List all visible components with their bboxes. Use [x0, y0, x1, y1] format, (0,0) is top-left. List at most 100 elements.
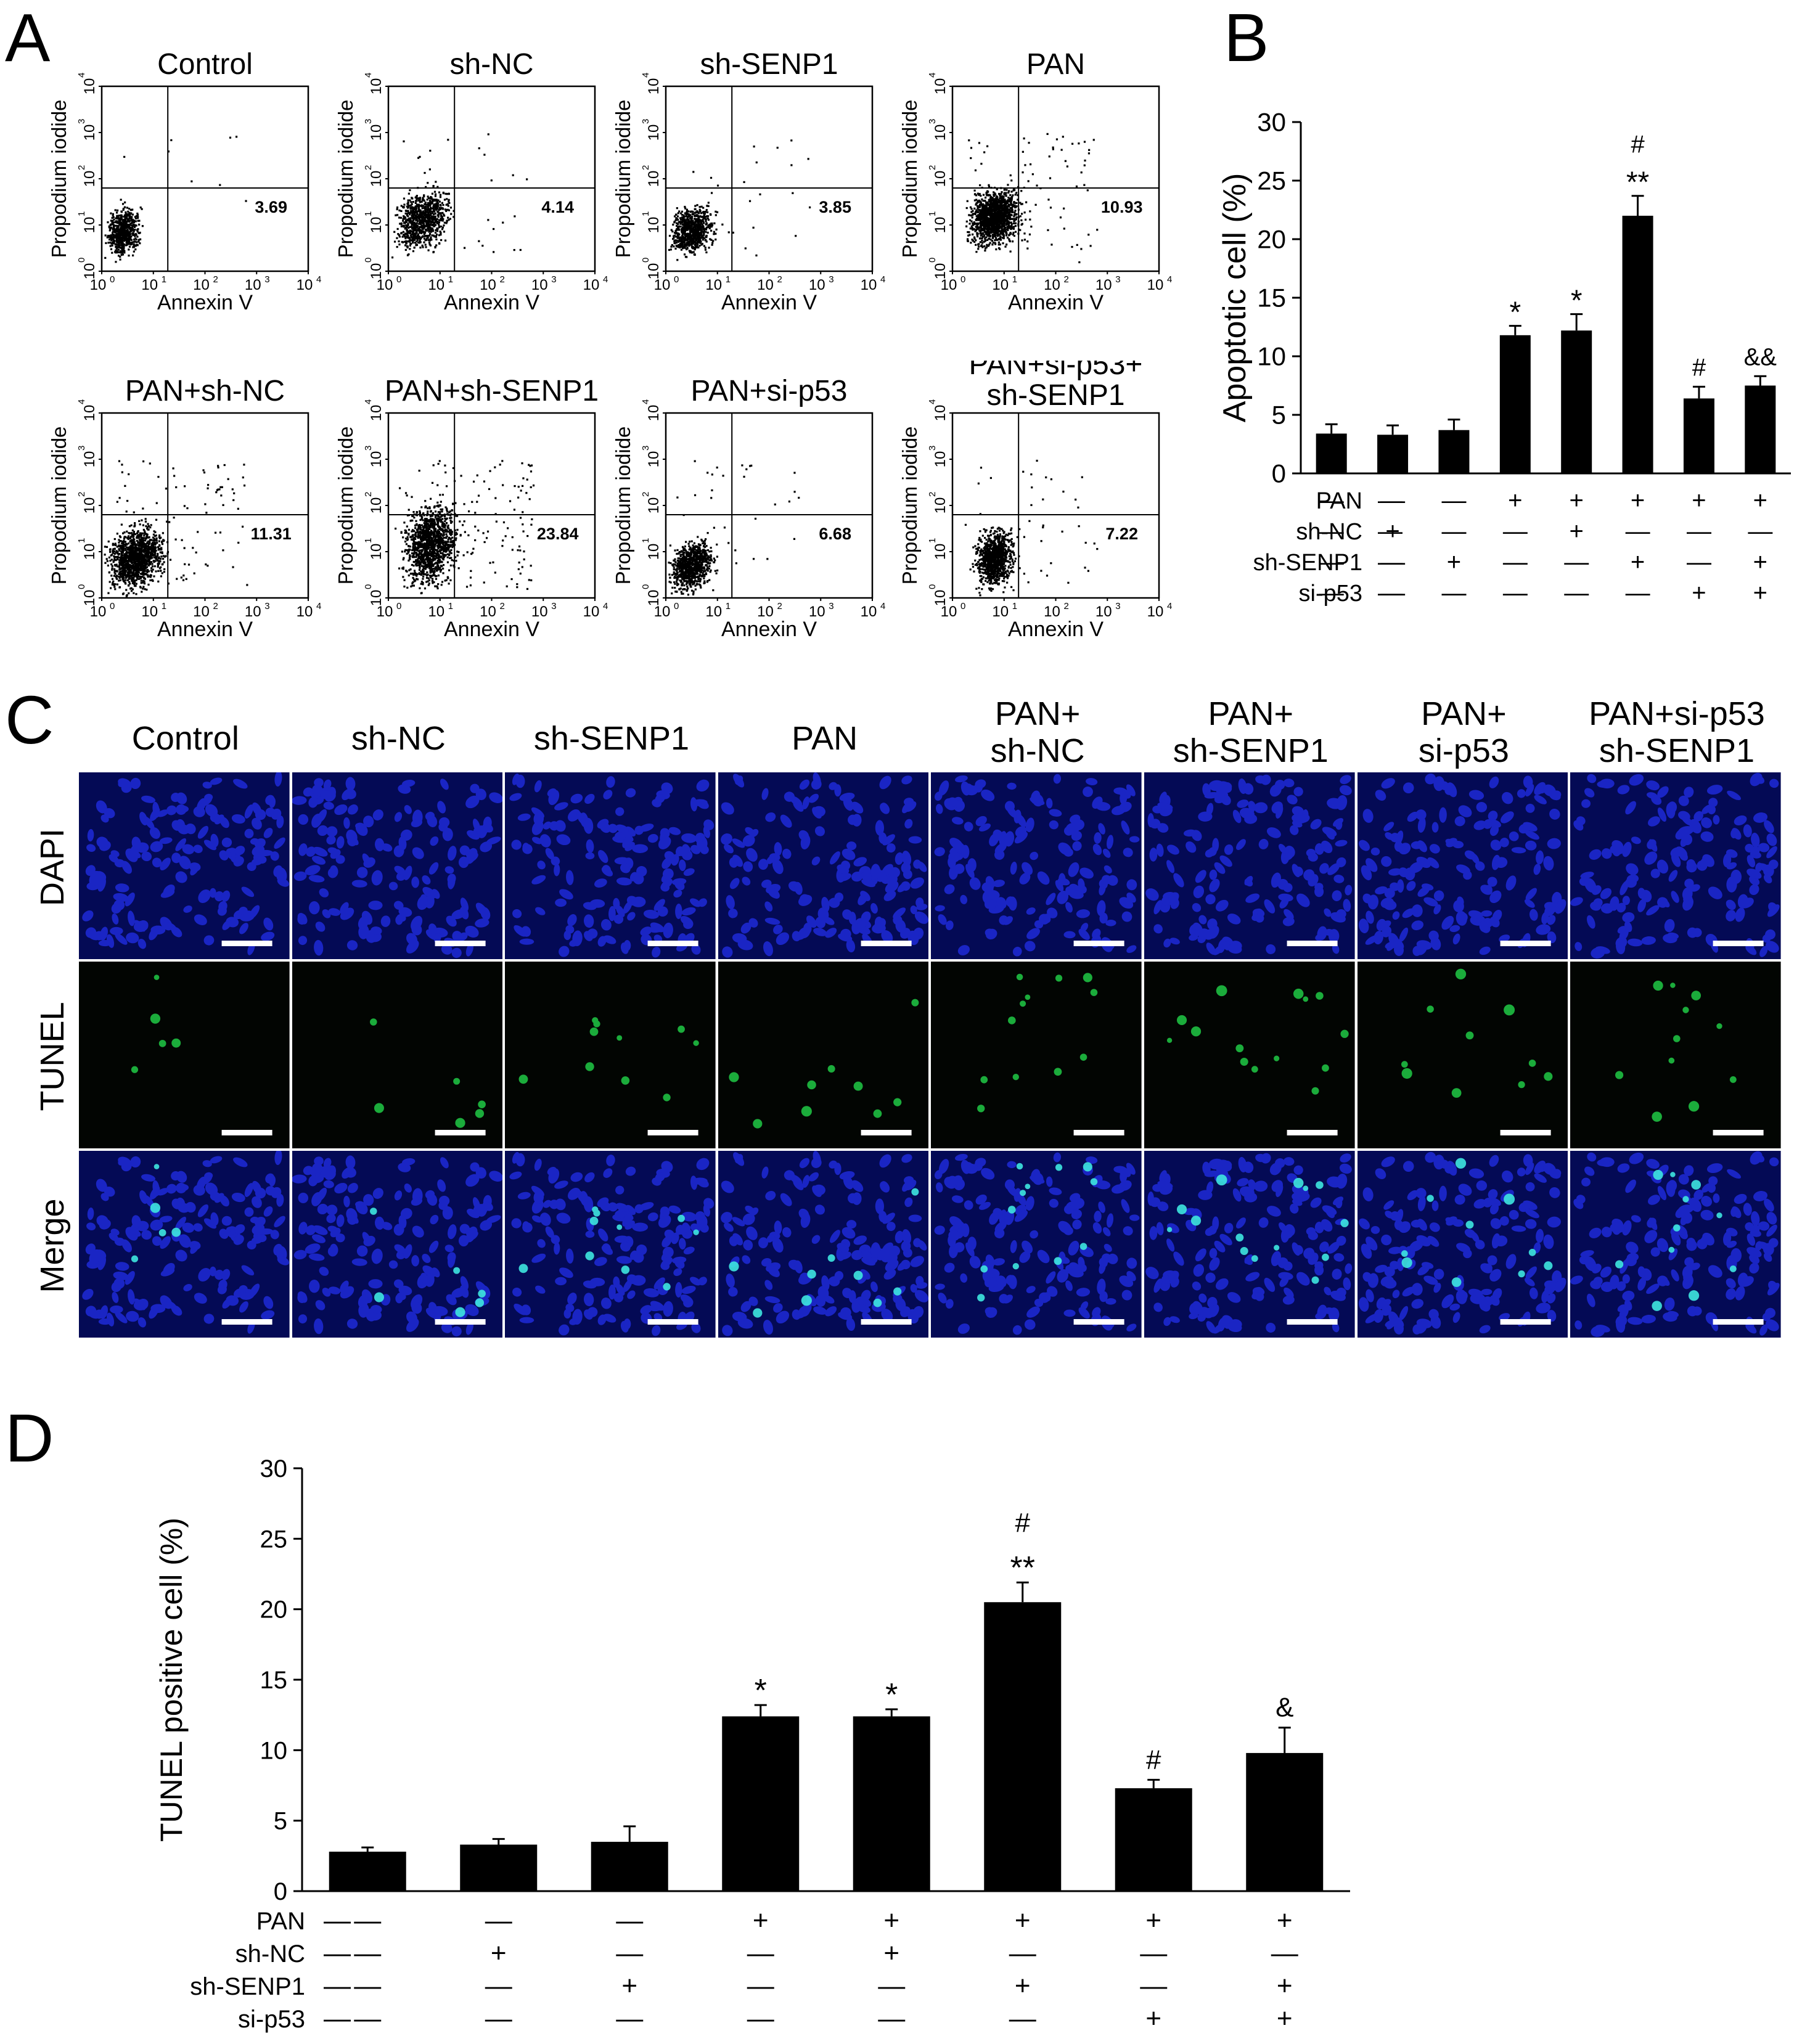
significance-mark: *: [1571, 285, 1583, 317]
flow-x-label: Annexin V: [1008, 291, 1104, 314]
flow-plot-title: Control: [157, 48, 253, 81]
scale-bar: [1500, 941, 1551, 946]
bar: [460, 1844, 538, 1891]
flow-y-label: Propodium iodide: [334, 100, 357, 258]
svg-text:10: 10: [1147, 277, 1164, 293]
flow-y-label: Propodium iodide: [612, 427, 634, 585]
flow-dot-cloud: [104, 136, 247, 263]
row-label: DAPI: [34, 828, 71, 906]
flow-dot-cloud: [965, 133, 1099, 264]
quadrant-value: 23.84: [537, 525, 579, 543]
microscopy-image: [505, 1151, 716, 1338]
treatment-mark: +: [1692, 579, 1706, 607]
y-tick-label: 15: [1257, 284, 1286, 313]
treatment-label: si-p53: [1299, 581, 1363, 607]
bar: [1377, 435, 1409, 473]
flow-plot-frame: [951, 85, 1160, 272]
flow-plot-title: sh-SENP1: [986, 379, 1124, 412]
microscopy-image: [79, 1151, 290, 1338]
treatment-mark: —: [485, 1971, 512, 2001]
microscopy-image: [1570, 1151, 1781, 1338]
column-header: Control: [131, 720, 239, 757]
treatment-mark: —: [1271, 1938, 1298, 1968]
flow-y-label: Propodium iodide: [47, 427, 70, 585]
svg-text:10: 10: [81, 171, 98, 187]
flow-dot-cloud: [668, 460, 800, 596]
svg-text:10: 10: [141, 277, 158, 293]
svg-text:10: 10: [645, 78, 662, 95]
treatment-mark: —: [1380, 579, 1405, 607]
microscopy-image: [292, 1151, 503, 1338]
svg-text:0: 0: [363, 258, 374, 263]
scale-bar: [1073, 1130, 1124, 1135]
treatment-mark: —: [1380, 487, 1405, 514]
flow-dot-cloud: [964, 459, 1099, 597]
flow-x-label: Annexin V: [721, 291, 817, 314]
svg-text:10: 10: [90, 277, 107, 293]
bar: [1561, 330, 1592, 473]
treatment-mark: +: [1145, 1905, 1161, 1936]
scale-bar: [435, 1130, 486, 1135]
bar: [853, 1716, 930, 1891]
quadrant-value: 7.22: [1105, 525, 1138, 543]
microscopy-image: [931, 772, 1142, 959]
panel-label-c: C: [5, 682, 54, 758]
treatment-mark: —: [354, 1905, 381, 1936]
flow-y-label: Propodium iodide: [898, 100, 921, 258]
treatment-mark: —: [324, 1938, 351, 1968]
scale-bar: [221, 1319, 272, 1325]
svg-text:10: 10: [377, 277, 393, 293]
scale-bar: [435, 941, 486, 946]
bar: [1745, 385, 1776, 473]
quadrant-value: 3.69: [255, 198, 287, 216]
svg-text:3: 3: [76, 119, 87, 124]
flow-y-label: Propodium iodide: [898, 427, 921, 585]
column-header: sh-SENP1: [533, 720, 690, 757]
svg-text:4: 4: [927, 73, 938, 78]
microscopy-image: [1570, 772, 1781, 959]
svg-text:10: 10: [368, 217, 385, 234]
svg-text:10: 10: [645, 263, 662, 280]
y-tick-label: 15: [260, 1667, 288, 1694]
treatment-label: sh-NC: [235, 1940, 305, 1968]
treatment-mark: —: [1319, 549, 1344, 576]
scale-bar: [861, 1319, 912, 1325]
svg-text:10: 10: [932, 217, 949, 234]
significance-mark: &: [1276, 1693, 1293, 1723]
svg-text:0: 0: [641, 258, 651, 263]
svg-text:3: 3: [641, 119, 651, 124]
bar: [1438, 430, 1470, 473]
svg-text:10: 10: [861, 277, 877, 293]
scale-bar: [435, 1319, 486, 1325]
bar: [1499, 335, 1531, 473]
flow-dot-cloud: [395, 460, 535, 595]
flow-plot-title: PAN: [1026, 48, 1085, 81]
svg-text:10: 10: [705, 277, 722, 293]
significance-mark: #: [1146, 1744, 1161, 1775]
flow-plot-title: PAN+sh-SENP1: [385, 375, 599, 407]
treatment-mark: +: [1753, 579, 1767, 607]
flow-plot-title: sh-SENP1: [700, 48, 838, 81]
treatment-label: sh-NC: [1296, 519, 1362, 545]
scale-bar: [1713, 941, 1764, 946]
column-header: PAN+ si-p53: [1418, 695, 1509, 769]
treatment-mark: —: [1441, 579, 1466, 607]
treatment-mark: +: [883, 1905, 899, 1936]
svg-text:0: 0: [927, 258, 938, 263]
svg-text:3: 3: [829, 274, 833, 285]
treatment-mark: +: [1631, 549, 1645, 576]
svg-text:4: 4: [1167, 274, 1172, 285]
scale-bar: [647, 1130, 698, 1135]
significance-mark: **: [1010, 1550, 1035, 1586]
treatment-mark: —: [878, 1971, 905, 2001]
microscopy-image: [1357, 1151, 1568, 1338]
significance-mark: *: [755, 1673, 767, 1709]
microscopy-image: [1144, 772, 1355, 959]
bar: [1622, 216, 1653, 473]
svg-text:1: 1: [641, 211, 651, 216]
treatment-mark: —: [324, 1905, 351, 1936]
significance-mark: #: [1692, 354, 1706, 381]
flow-x-label: Annexin V: [157, 291, 253, 314]
bar: [1246, 1752, 1324, 1891]
